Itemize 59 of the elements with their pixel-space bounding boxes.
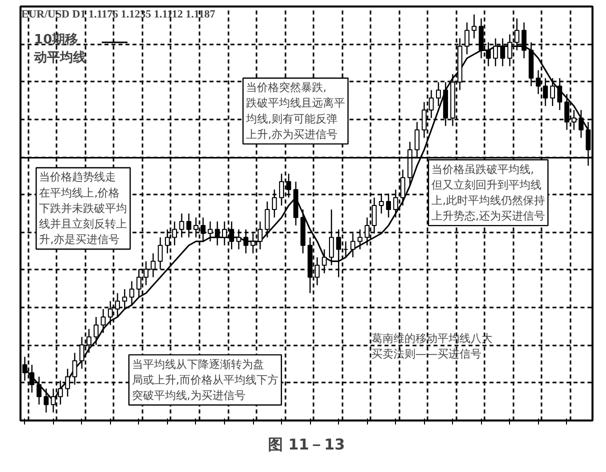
candlestick bbox=[542, 78, 548, 107]
candlestick bbox=[378, 192, 384, 214]
candlestick bbox=[144, 260, 148, 286]
candlestick bbox=[264, 200, 270, 238]
legend-label: 10期移动平均线 bbox=[33, 32, 86, 66]
candlestick bbox=[115, 292, 120, 318]
candlestick bbox=[436, 82, 441, 107]
annotation: 当价格虽跌破平均线,但又立刻回升到平均线上,此时平均线仍然保持上升势态,还为买进信号 bbox=[431, 162, 545, 223]
candlestick bbox=[158, 236, 163, 270]
candlestick bbox=[164, 228, 170, 254]
candlestick bbox=[150, 252, 156, 278]
annotation: 葛南维的移动平均线八大买卖法则——买进信号 bbox=[372, 332, 493, 361]
candlestick bbox=[286, 173, 292, 198]
candlestick bbox=[122, 288, 128, 310]
caption: 图 11－13 bbox=[268, 436, 345, 454]
candlestick bbox=[208, 220, 213, 242]
candlestick bbox=[100, 308, 106, 334]
candlestick bbox=[322, 248, 327, 274]
candlestick bbox=[214, 220, 220, 246]
candlestick bbox=[200, 216, 206, 242]
candlestick bbox=[136, 268, 142, 298]
candlestick bbox=[336, 228, 342, 278]
candlestick bbox=[229, 220, 234, 250]
candlestick bbox=[193, 216, 198, 238]
candlestick bbox=[472, 14, 477, 39]
candlestick bbox=[222, 220, 227, 246]
candlestick bbox=[386, 192, 391, 218]
candlestick bbox=[250, 232, 256, 254]
candlestick bbox=[350, 232, 356, 258]
candlestick bbox=[129, 280, 134, 306]
candlestick bbox=[79, 336, 84, 370]
candlestick bbox=[557, 78, 562, 111]
annotation: 当平均线从下降逐渐转为盘局或上升,而价格从平均线下方突破平均线,为买进信号 bbox=[132, 358, 278, 402]
candlestick bbox=[422, 101, 427, 138]
candlestick bbox=[358, 228, 362, 250]
candlestick bbox=[393, 189, 398, 218]
chart-title: EUR/USD D1 1.1176 1.1235 1.1112 1.1187 bbox=[21, 8, 216, 20]
candlestick bbox=[364, 216, 370, 246]
candlestick bbox=[578, 109, 584, 138]
annotation: 当价格突然暴跌,跌破平均线且远离平均线,则有可能反弹上升,亦为买进信号 bbox=[245, 81, 346, 141]
candlestick bbox=[236, 228, 242, 250]
candlestick bbox=[428, 89, 434, 119]
candlestick bbox=[179, 212, 184, 238]
candlestick bbox=[243, 228, 248, 254]
candlestick bbox=[314, 256, 320, 286]
candlestick bbox=[550, 78, 556, 107]
candlestick bbox=[372, 196, 377, 234]
candlestick bbox=[400, 169, 406, 206]
candlestick bbox=[86, 328, 92, 354]
candlestick bbox=[94, 316, 99, 346]
candlestick bbox=[172, 220, 178, 246]
candlestick bbox=[329, 208, 334, 266]
candlestick bbox=[279, 173, 284, 206]
candlestick bbox=[108, 300, 113, 326]
candlestick bbox=[536, 70, 541, 95]
candlestick bbox=[272, 189, 277, 218]
candlestick bbox=[186, 212, 192, 238]
candlestick bbox=[258, 220, 263, 250]
annotation: 当价格趋势线走在平均线上,价格下跌并未跌破平均线并且立刻反转上升,亦是买进信号 bbox=[39, 170, 128, 246]
